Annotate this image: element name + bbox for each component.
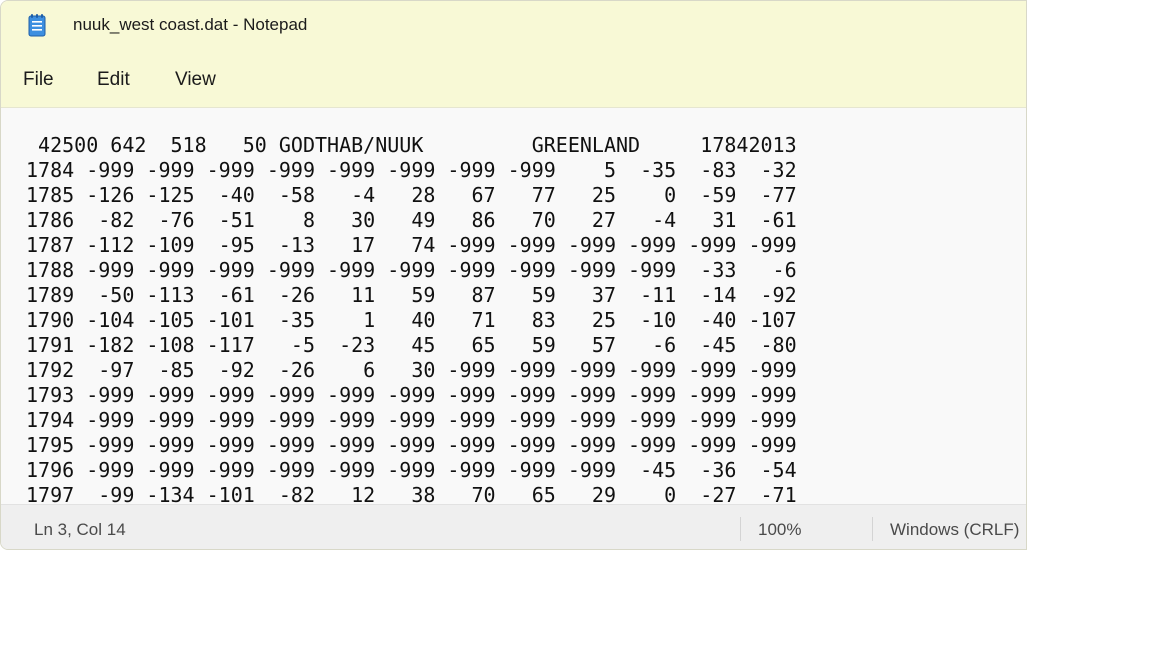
text-line: 1789 -50 -113 -61 -26 11 59 87 59 37 -11… <box>26 283 797 307</box>
text-line: 1796 -999 -999 -999 -999 -999 -999 -999 … <box>26 458 797 482</box>
text-line: 1787 -112 -109 -95 -13 17 74 -999 -999 -… <box>26 233 797 257</box>
text-line: 1797 -99 -134 -101 -82 12 38 70 65 29 0 … <box>26 483 797 504</box>
title-bar[interactable]: nuuk_west coast.dat - Notepad <box>1 1 1026 51</box>
text-line: 1786 -82 -76 -51 8 30 49 86 70 27 -4 31 … <box>26 208 797 232</box>
document-text[interactable]: 42500 642 518 50 GODTHAB/NUUK GREENLAND … <box>26 133 797 504</box>
menu-file[interactable]: File <box>23 69 54 90</box>
line-ending[interactable]: Windows (CRLF) <box>890 520 1020 539</box>
text-line: 1791 -182 -108 -117 -5 -23 45 65 59 57 -… <box>26 333 797 357</box>
text-line: 1785 -126 -125 -40 -58 -4 28 67 77 25 0 … <box>26 183 797 207</box>
text-line: 42500 642 518 50 GODTHAB/NUUK GREENLAND … <box>26 133 797 157</box>
text-line: 1795 -999 -999 -999 -999 -999 -999 -999 … <box>26 433 797 457</box>
status-divider <box>872 517 873 541</box>
status-bar: Ln 3, Col 14 100% Windows (CRLF) <box>1 504 1026 549</box>
cursor-position: Ln 3, Col 14 <box>34 520 126 539</box>
text-line: 1794 -999 -999 -999 -999 -999 -999 -999 … <box>26 408 797 432</box>
notepad-icon <box>28 14 46 37</box>
text-line: 1784 -999 -999 -999 -999 -999 -999 -999 … <box>26 158 797 182</box>
text-line: 1790 -104 -105 -101 -35 1 40 71 83 25 -1… <box>26 308 797 332</box>
text-line: 1792 -97 -85 -92 -26 6 30 -999 -999 -999… <box>26 358 797 382</box>
zoom-level[interactable]: 100% <box>758 520 802 539</box>
notepad-window: nuuk_west coast.dat - Notepad File Edit … <box>0 0 1027 550</box>
status-divider <box>740 517 741 541</box>
menu-bar: File Edit View <box>1 51 1026 108</box>
text-editor[interactable]: 42500 642 518 50 GODTHAB/NUUK GREENLAND … <box>1 108 1026 504</box>
menu-edit[interactable]: Edit <box>97 69 130 90</box>
text-line: 1788 -999 -999 -999 -999 -999 -999 -999 … <box>26 258 797 282</box>
menu-view[interactable]: View <box>175 69 216 90</box>
text-line: 1793 -999 -999 -999 -999 -999 -999 -999 … <box>26 383 797 407</box>
window-title: nuuk_west coast.dat - Notepad <box>73 15 308 34</box>
